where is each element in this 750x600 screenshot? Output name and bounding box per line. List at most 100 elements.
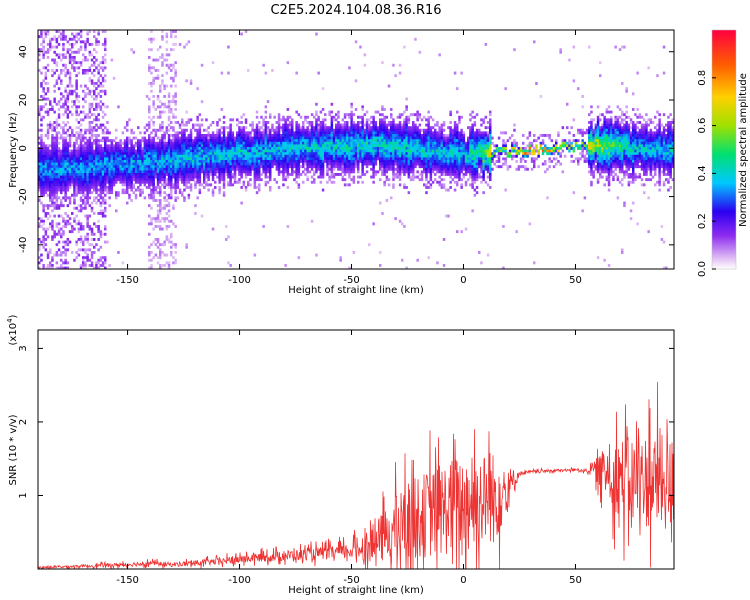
heatmap-cell [407, 136, 411, 140]
heatmap-cell [255, 165, 259, 169]
heatmap-cell [326, 167, 329, 171]
heatmap-cell [68, 162, 72, 166]
heatmap-cell [346, 160, 349, 163]
heatmap-cell [407, 149, 411, 153]
heatmap-cell [203, 139, 206, 143]
heatmap-cell [75, 126, 78, 130]
heatmap-cell [101, 175, 105, 179]
heatmap-cell [198, 188, 202, 192]
heatmap-cell [57, 167, 61, 171]
heatmap-cell [117, 160, 120, 163]
heatmap-cell [170, 147, 173, 150]
heatmap-cell [88, 258, 92, 262]
heatmap-cell [374, 147, 378, 150]
heatmap-cell [108, 162, 111, 166]
heatmap-cell [401, 165, 404, 169]
heatmap-cell [383, 147, 386, 150]
heatmap-cell [73, 154, 76, 158]
heatmap-cell [374, 160, 378, 163]
heatmap-cell [42, 160, 45, 163]
heatmap-cell [165, 157, 169, 161]
heatmap-cell [159, 191, 162, 195]
heatmap-cell [62, 240, 65, 244]
heatmap-cell [269, 131, 272, 135]
heatmap-cell [51, 149, 54, 153]
heatmap-cell [110, 58, 114, 62]
heatmap-cell [420, 173, 424, 176]
heatmap-cell [163, 191, 166, 195]
heatmap-cell [73, 201, 76, 205]
heatmap-cell [123, 183, 127, 187]
heatmap-cell [260, 160, 263, 163]
heatmap-cell [229, 173, 232, 176]
heatmap-cell [414, 157, 417, 161]
heatmap-cell [53, 230, 56, 234]
heatmap-cell [44, 180, 48, 184]
heatmap-cell [93, 134, 96, 137]
heatmap-cell [152, 102, 155, 106]
heatmap-cell [233, 170, 237, 174]
heatmap-cell [341, 170, 345, 174]
heatmap-cell [62, 105, 65, 109]
heatmap-cell [90, 230, 94, 234]
heatmap-cell [134, 162, 138, 166]
heatmap-cell [361, 173, 364, 176]
heatmap-cell [277, 165, 281, 169]
heatmap-cell [46, 136, 50, 140]
heatmap-cell [407, 170, 411, 174]
heatmap-cell [321, 139, 325, 143]
heatmap-cell [337, 154, 340, 158]
heatmap-cell [42, 209, 45, 213]
heatmap-cell [172, 167, 175, 171]
heatmap-cell [97, 183, 100, 187]
heatmap-cell [425, 154, 428, 158]
heatmap-cell [185, 147, 188, 150]
heatmap-cell [130, 178, 133, 182]
heatmap-cell [390, 134, 393, 137]
heatmap-cell [341, 165, 345, 169]
heatmap-cell [288, 139, 292, 143]
heatmap-cell [128, 186, 131, 189]
heatmap-cell [143, 157, 147, 161]
heatmap-cell [57, 206, 61, 210]
heatmap-cell [154, 199, 158, 202]
heatmap-cell [42, 97, 45, 101]
heatmap-cell [387, 141, 391, 145]
heatmap-cell [209, 183, 213, 187]
heatmap-cell [159, 199, 162, 202]
heatmap-cell [425, 173, 428, 176]
heatmap-cell [170, 32, 173, 36]
heatmap-cell [86, 147, 89, 150]
heatmap-cell [121, 162, 125, 166]
heatmap-cell [216, 162, 219, 166]
heatmap-cell [148, 178, 151, 182]
heatmap-cell [398, 149, 402, 153]
heatmap-cell [101, 76, 105, 80]
heatmap-cell [71, 251, 74, 254]
heatmap-cell [117, 157, 120, 161]
heatmap-cell [398, 63, 402, 67]
heatmap-cell [306, 139, 309, 143]
heatmap-cell [266, 167, 270, 171]
heatmap-cell [209, 134, 213, 137]
heatmap-cell [64, 188, 67, 192]
heatmap-cell [315, 157, 318, 161]
heatmap-cell [313, 141, 316, 145]
heatmap-cell [293, 147, 296, 150]
heatmap-cell [93, 157, 96, 161]
heatmap-cell [152, 196, 155, 200]
heatmap-cell [420, 118, 424, 122]
heatmap-cell [93, 196, 96, 200]
heatmap-cell [68, 43, 72, 46]
heatmap-cell [44, 173, 48, 176]
heatmap-cell [86, 162, 89, 166]
heatmap-cell [88, 144, 92, 148]
heatmap-cell [77, 61, 81, 65]
heatmap-cell [194, 154, 197, 158]
heatmap-cell [343, 131, 347, 135]
heatmap-cell [75, 87, 78, 91]
heatmap-cell [84, 266, 87, 269]
heatmap-cell [55, 141, 59, 145]
heatmap-cell [209, 152, 213, 156]
